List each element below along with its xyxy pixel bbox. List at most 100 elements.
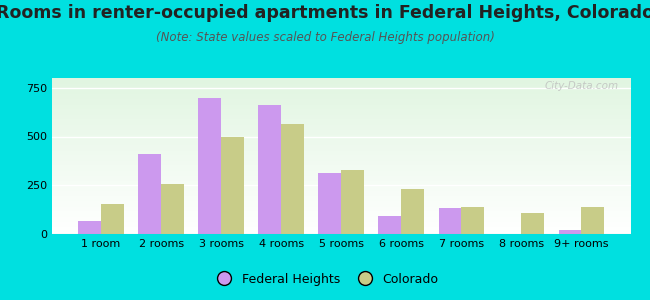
Bar — [439, 208, 462, 234]
Bar — [52, 153, 630, 154]
Bar — [138, 154, 161, 234]
Bar — [52, 156, 630, 157]
Bar — [52, 110, 630, 111]
Bar — [52, 212, 630, 213]
Bar — [52, 220, 630, 221]
Bar — [52, 89, 630, 90]
Bar — [52, 106, 630, 107]
Bar — [52, 132, 630, 133]
Bar — [52, 126, 630, 127]
Bar — [52, 149, 630, 150]
Bar — [259, 105, 281, 234]
Bar — [52, 157, 630, 158]
Bar — [52, 185, 630, 186]
Bar — [52, 203, 630, 204]
Bar — [52, 216, 630, 217]
Bar — [52, 144, 630, 145]
Bar — [52, 221, 630, 222]
Bar — [52, 125, 630, 126]
Bar — [52, 102, 630, 103]
Bar — [52, 114, 630, 115]
Bar — [52, 192, 630, 193]
Bar — [52, 222, 630, 223]
Bar — [52, 108, 630, 109]
Bar — [52, 206, 630, 207]
Bar — [52, 109, 630, 110]
Bar — [52, 161, 630, 162]
Bar — [52, 225, 630, 226]
Bar — [52, 181, 630, 182]
Bar — [52, 231, 630, 232]
Bar — [52, 151, 630, 152]
Bar — [52, 223, 630, 224]
Bar — [521, 212, 544, 234]
Bar — [52, 207, 630, 208]
Bar — [52, 137, 630, 138]
Bar — [52, 230, 630, 231]
Bar — [52, 191, 630, 192]
Bar — [52, 92, 630, 93]
Bar — [52, 83, 630, 84]
Bar — [52, 101, 630, 102]
Bar — [52, 189, 630, 190]
Text: City-Data.com: City-Data.com — [545, 81, 619, 91]
Bar — [52, 226, 630, 227]
Bar — [52, 217, 630, 218]
Bar — [52, 85, 630, 86]
Bar — [52, 163, 630, 164]
Bar — [52, 131, 630, 132]
Bar — [52, 199, 630, 200]
Bar — [52, 160, 630, 161]
Bar — [52, 79, 630, 80]
Bar — [52, 209, 630, 210]
Bar — [52, 162, 630, 163]
Bar — [52, 183, 630, 184]
Bar — [52, 148, 630, 149]
Bar — [558, 230, 581, 234]
Bar — [52, 186, 630, 187]
Bar — [52, 179, 630, 180]
Bar — [52, 188, 630, 189]
Bar — [52, 170, 630, 171]
Bar — [52, 229, 630, 230]
Bar — [52, 120, 630, 121]
Bar — [52, 99, 630, 100]
Bar — [52, 115, 630, 116]
Bar — [52, 122, 630, 123]
Bar — [52, 135, 630, 136]
Bar — [52, 140, 630, 141]
Bar — [52, 129, 630, 130]
Bar — [52, 152, 630, 153]
Bar — [52, 100, 630, 101]
Bar — [52, 198, 630, 199]
Bar — [52, 123, 630, 124]
Bar — [52, 201, 630, 202]
Bar — [52, 232, 630, 233]
Bar — [52, 155, 630, 156]
Bar — [52, 127, 630, 128]
Bar — [52, 118, 630, 119]
Bar — [52, 210, 630, 211]
Bar — [52, 82, 630, 83]
Bar — [52, 208, 630, 209]
Bar — [52, 138, 630, 139]
Bar — [52, 103, 630, 104]
Text: (Note: State values scaled to Federal Heights population): (Note: State values scaled to Federal He… — [155, 32, 495, 44]
Bar — [52, 107, 630, 108]
Bar — [52, 196, 630, 197]
Bar — [52, 150, 630, 151]
Bar — [221, 137, 244, 234]
Bar — [378, 217, 401, 234]
Bar — [52, 96, 630, 97]
Bar — [52, 202, 630, 203]
Bar — [52, 130, 630, 131]
Bar — [78, 221, 101, 234]
Bar — [52, 91, 630, 92]
Bar — [52, 172, 630, 173]
Bar — [198, 98, 221, 234]
Bar — [52, 215, 630, 216]
Bar — [52, 166, 630, 167]
Bar — [52, 159, 630, 160]
Bar — [318, 172, 341, 234]
Bar — [52, 180, 630, 181]
